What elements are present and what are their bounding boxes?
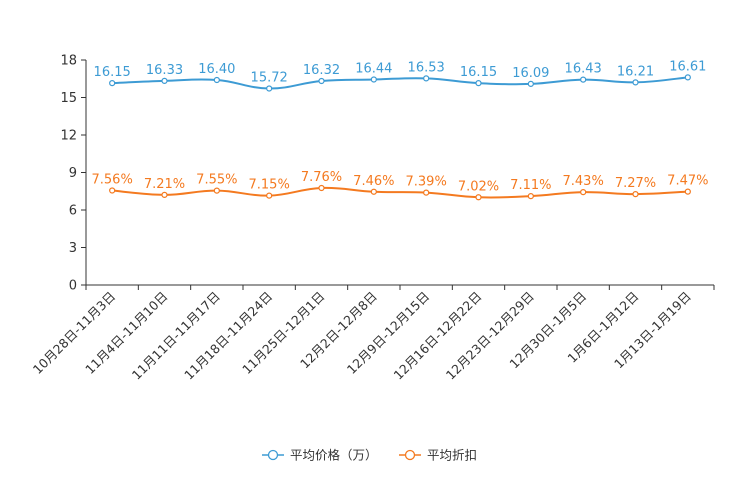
x-tick-label: 11月18日-11月24日 xyxy=(181,289,275,383)
x-tick-label: 11月11日-11月17日 xyxy=(129,289,223,383)
data-point xyxy=(684,74,691,81)
legend-marker xyxy=(404,449,416,461)
data-point xyxy=(266,192,273,199)
legend-marker xyxy=(267,449,279,461)
x-tick-label: 12月23日-12月29日 xyxy=(443,289,537,383)
data-point xyxy=(527,80,534,87)
data-label: 7.46% xyxy=(353,174,394,189)
y-tick-label: 3 xyxy=(69,241,77,256)
legend-label: 平均折扣 xyxy=(427,448,477,463)
data-point xyxy=(161,191,168,198)
data-point xyxy=(109,80,116,87)
y-tick-label: 6 xyxy=(69,204,77,219)
legend: 平均价格（万） 平均折扣 xyxy=(262,448,477,463)
data-point xyxy=(370,76,377,83)
data-label: 16.53 xyxy=(408,60,445,75)
data-label: 7.11% xyxy=(510,178,551,193)
data-label: 7.56% xyxy=(92,173,133,188)
data-label: 7.27% xyxy=(615,176,656,191)
data-point xyxy=(527,193,534,200)
x-tick-label: 12月16日-12月22日 xyxy=(390,289,484,383)
data-point xyxy=(213,187,220,194)
data-point xyxy=(109,187,116,194)
data-label: 16.21 xyxy=(617,64,654,79)
series-1: 16.15 16.33 16.40 15.72 16.32 16.44 16.53 16.15… xyxy=(94,59,706,92)
data-point xyxy=(370,188,377,195)
y-tick-label: 9 xyxy=(69,166,77,181)
data-label: 16.44 xyxy=(355,62,392,77)
data-label: 16.09 xyxy=(512,66,549,81)
series-layer: 16.15 16.33 16.40 15.72 16.32 16.44 16.53 16.15… xyxy=(92,59,708,201)
data-point xyxy=(580,189,587,196)
data-label: 16.33 xyxy=(146,63,183,78)
data-point xyxy=(684,188,691,195)
data-label: 16.61 xyxy=(669,59,706,74)
data-label: 7.76% xyxy=(301,170,342,185)
data-point xyxy=(423,75,430,82)
data-label: 7.02% xyxy=(458,179,499,194)
data-label: 7.15% xyxy=(249,178,290,193)
data-label: 16.32 xyxy=(303,63,340,78)
series-line xyxy=(112,76,688,90)
y-tick-label: 0 xyxy=(69,279,77,294)
y-tick-label: 15 xyxy=(60,91,77,106)
x-axis: 10月28日-11月3日11月4日-11月10日11月11日-11月17日11月… xyxy=(30,284,715,383)
data-point xyxy=(632,191,639,198)
legend-label: 平均价格（万） xyxy=(290,448,378,463)
data-point xyxy=(161,77,168,84)
data-point xyxy=(632,79,639,86)
y-axis: 0 3 6 9 12 15 18 xyxy=(60,54,87,294)
data-label: 7.43% xyxy=(563,174,604,189)
y-tick-label: 12 xyxy=(60,129,77,144)
data-point xyxy=(266,85,273,92)
data-point xyxy=(213,76,220,84)
data-label: 7.47% xyxy=(667,174,708,189)
data-point xyxy=(475,80,482,87)
data-label: 16.15 xyxy=(94,65,131,80)
data-label: 16.15 xyxy=(460,65,497,80)
data-point xyxy=(475,194,482,201)
legend-item-2: 平均折扣 xyxy=(399,448,477,463)
legend-item-1: 平均价格（万） xyxy=(262,448,378,463)
data-label: 16.40 xyxy=(198,62,235,77)
series-2: 7.56% 7.21% 7.55% 7.15% 7.76% 7.46% 7.39% 7.02%… xyxy=(92,170,708,201)
data-label: 7.39% xyxy=(406,175,447,190)
data-label: 7.55% xyxy=(196,173,237,188)
data-point xyxy=(318,77,325,85)
data-point xyxy=(423,189,430,196)
data-point xyxy=(318,184,325,192)
data-label: 16.43 xyxy=(565,62,602,77)
data-label: 7.21% xyxy=(144,177,185,192)
data-point xyxy=(580,76,587,83)
series-line xyxy=(112,186,688,199)
data-label: 15.72 xyxy=(251,71,288,86)
y-tick-label: 18 xyxy=(60,54,77,69)
